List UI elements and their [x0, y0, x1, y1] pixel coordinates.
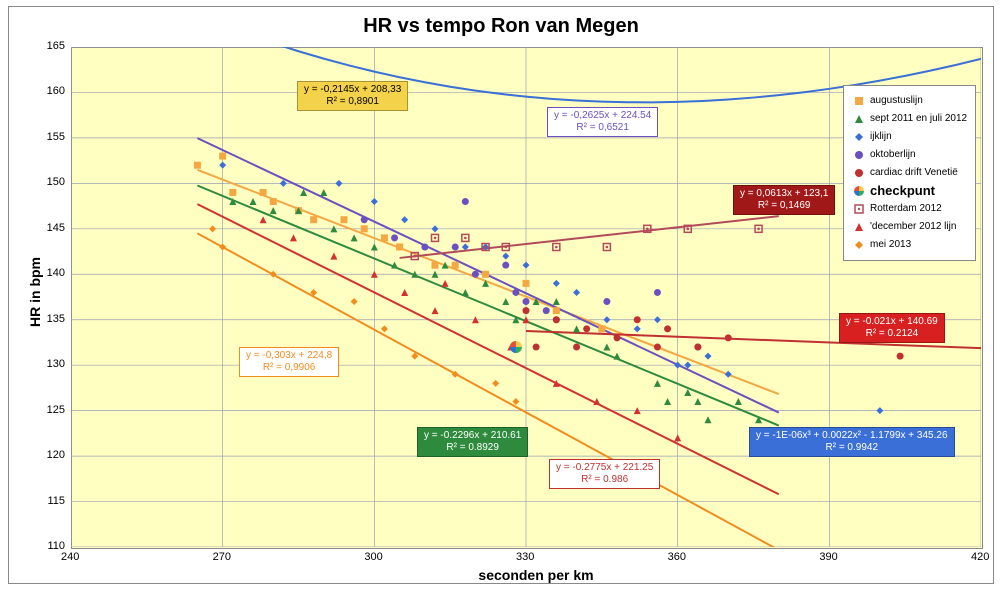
equation-box: y = -0,2625x + 224.54R² = 0,6521 — [547, 107, 658, 137]
legend-label: oktoberlijn — [870, 146, 916, 164]
y-tick-label: 150 — [47, 176, 65, 188]
legend-label: sept 2011 en juli 2012 — [870, 110, 967, 128]
y-tick-label: 140 — [47, 267, 65, 279]
legend-item: mei 2013 — [852, 236, 967, 254]
legend-item: checkpunt — [852, 182, 967, 200]
equation-box: y = -0,303x + 224,8R² = 0,9906 — [239, 347, 339, 377]
x-tick-label: 300 — [364, 551, 382, 563]
x-tick-label: 330 — [516, 551, 534, 563]
x-tick-label: 390 — [819, 551, 837, 563]
equation-box: y = 0,0613x + 123,1R² = 0,1469 — [733, 185, 835, 215]
x-tick-label: 420 — [971, 551, 989, 563]
y-tick-label: 155 — [47, 131, 65, 143]
legend-item: sept 2011 en juli 2012 — [852, 110, 967, 128]
x-axis-label: seconden per km — [466, 567, 606, 583]
legend-label: cardiac drift Venetië — [870, 164, 958, 182]
equation-box: y = -0,2145x + 208,33R² = 0,8901 — [297, 81, 408, 111]
legend-marker — [852, 203, 864, 215]
legend-label: Rotterdam 2012 — [870, 200, 942, 218]
equation-box: y = -0.021x + 140.69R² = 0.2124 — [839, 313, 945, 343]
legend: augustuslijnsept 2011 en juli 2012ijklij… — [843, 85, 976, 261]
legend-item: ijklijn — [852, 128, 967, 146]
chart-frame: HR vs tempo Ron van Megen HR in bpm seco… — [8, 6, 994, 584]
x-tick-label: 270 — [213, 551, 231, 563]
legend-marker — [852, 239, 864, 251]
legend-label: checkpunt — [870, 182, 935, 200]
x-tick-label: 360 — [668, 551, 686, 563]
y-tick-label: 165 — [47, 40, 65, 52]
equation-box: y = -1E-06x³ + 0.0022x² - 1.1799x + 345.… — [749, 427, 955, 457]
y-tick-label: 145 — [47, 222, 65, 234]
legend-marker — [852, 131, 864, 143]
legend-marker — [852, 113, 864, 125]
legend-label: 'december 2012 lijn — [870, 218, 956, 236]
y-tick-label: 130 — [47, 358, 65, 370]
y-axis-label: HR in bpm — [27, 257, 43, 327]
x-tick-label: 240 — [61, 551, 79, 563]
legend-item: 'december 2012 lijn — [852, 218, 967, 236]
legend-label: mei 2013 — [870, 236, 911, 254]
legend-marker — [852, 167, 864, 179]
legend-item: oktoberlijn — [852, 146, 967, 164]
legend-item: cardiac drift Venetië — [852, 164, 967, 182]
y-tick-label: 160 — [47, 85, 65, 97]
y-tick-label: 115 — [47, 495, 65, 507]
y-tick-label: 125 — [47, 404, 65, 416]
legend-label: ijklijn — [870, 128, 892, 146]
legend-item: Rotterdam 2012 — [852, 200, 967, 218]
legend-marker — [852, 95, 864, 107]
legend-marker — [852, 149, 864, 161]
y-tick-label: 135 — [47, 313, 65, 325]
legend-label: augustuslijn — [870, 92, 923, 110]
y-tick-label: 110 — [47, 540, 65, 552]
legend-item: augustuslijn — [852, 92, 967, 110]
equation-box: y = -0.2296x + 210.61R² = 0.8929 — [417, 427, 528, 457]
y-tick-label: 120 — [47, 449, 65, 461]
legend-marker — [852, 185, 864, 197]
chart-title: HR vs tempo Ron van Megen — [9, 7, 993, 40]
legend-marker — [852, 221, 864, 233]
equation-box: y = -0.2775x + 221.25R² = 0.986 — [549, 459, 660, 489]
